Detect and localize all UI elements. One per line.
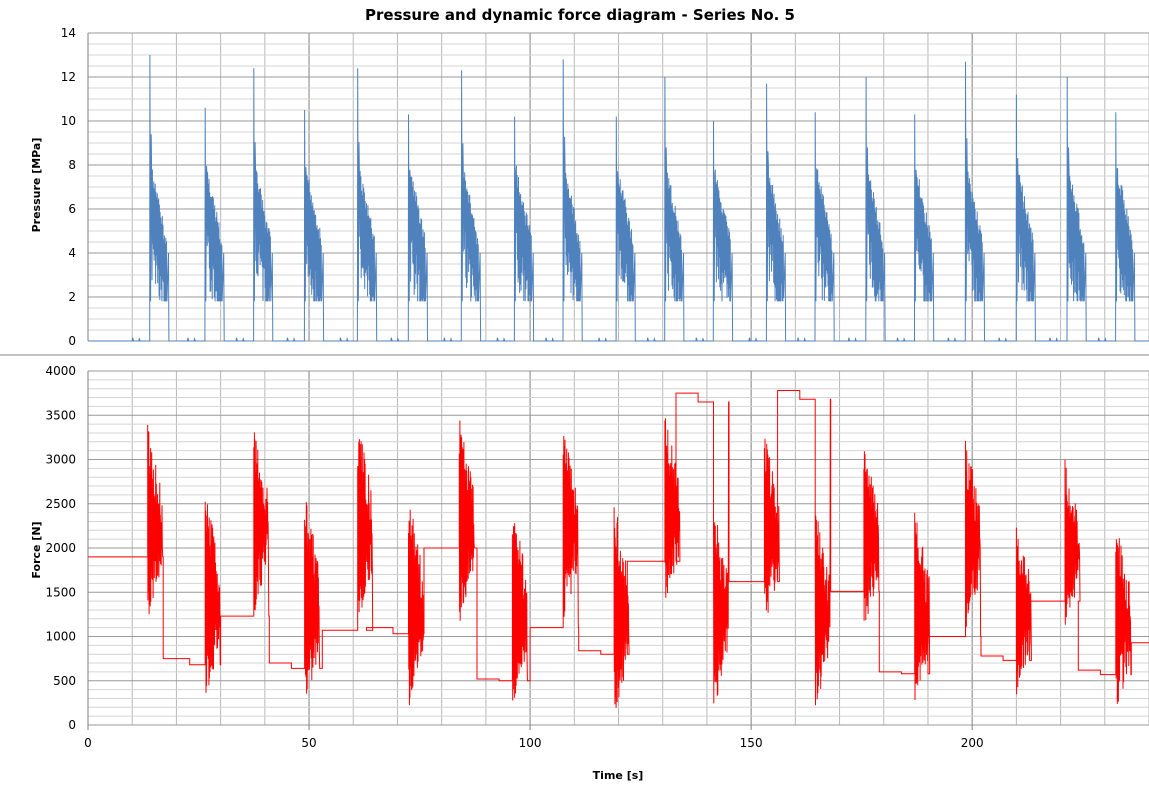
force-y-ticks: 0 500 1000 1500 2000 2500 3000 3500 4000: [45, 364, 76, 732]
pressure-y-tick-label: 4: [68, 246, 76, 260]
force-y-tick-label: 500: [53, 674, 76, 688]
force-y-tick-label: 2500: [45, 497, 76, 511]
force-y-tick-label: 3500: [45, 408, 76, 422]
force-y-axis-label: Force [N]: [30, 521, 43, 578]
pressure-series-line: [88, 54, 1149, 342]
force-y-tick-label: 1000: [45, 630, 76, 644]
force-series-line: [88, 390, 1149, 708]
time-x-tick-label: 150: [740, 736, 763, 750]
time-x-tick-label: 50: [301, 736, 316, 750]
pressure-y-axis-label: Pressure [MPa]: [30, 138, 43, 233]
pressure-y-tick-label: 10: [61, 114, 76, 128]
pressure-y-tick-label: 2: [68, 290, 76, 304]
pressure-y-tick-label: 8: [68, 158, 76, 172]
pressure-y-ticks: 0 2 4 6 8 10 12 14: [61, 26, 76, 348]
pressure-y-tick-label: 6: [68, 202, 76, 216]
force-y-tick-label: 1500: [45, 585, 76, 599]
force-y-tick-label: 4000: [45, 364, 76, 378]
pressure-y-tick-label: 0: [68, 334, 76, 348]
chart-title: Pressure and dynamic force diagram - Ser…: [365, 6, 795, 24]
time-x-ticks: 0 50 100 150 200: [84, 725, 984, 750]
time-x-tick-label: 0: [84, 736, 92, 750]
pressure-y-tick-label: 12: [61, 70, 76, 84]
force-y-tick-label: 0: [68, 718, 76, 732]
time-x-tick-label: 100: [519, 736, 542, 750]
pressure-y-tick-label: 14: [61, 26, 76, 40]
time-x-axis-label: Time [s]: [593, 769, 644, 782]
force-y-tick-label: 2000: [45, 541, 76, 555]
force-y-tick-label: 3000: [45, 453, 76, 467]
time-x-tick-label: 200: [961, 736, 984, 750]
